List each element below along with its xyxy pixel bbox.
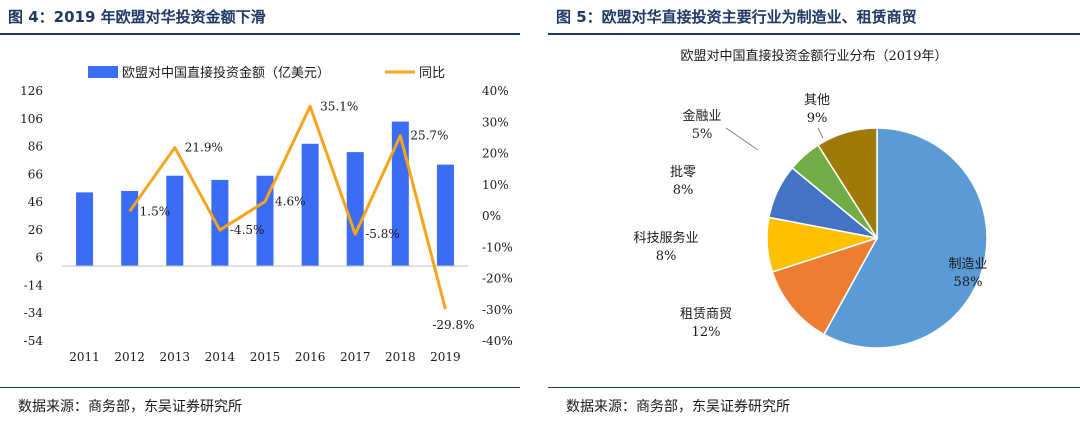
pie-slice-percent: 8% xyxy=(673,183,694,198)
y-right-tick-label: -20% xyxy=(482,272,513,286)
yoy-data-label: 4.6% xyxy=(275,195,306,209)
yoy-data-label: -4.5% xyxy=(230,223,265,237)
y-right-tick-label: -30% xyxy=(482,303,513,317)
bar xyxy=(211,179,229,266)
y-right-tick-label: -10% xyxy=(482,240,513,254)
bar xyxy=(301,143,319,266)
pie-slice-percent: 5% xyxy=(692,127,713,142)
left-source-rule xyxy=(0,387,520,388)
pie-slice xyxy=(771,236,879,336)
bar xyxy=(166,175,184,266)
x-tick-label: 2015 xyxy=(250,350,281,364)
legend-bar-swatch xyxy=(88,66,118,78)
yoy-data-label: 21.9% xyxy=(185,141,223,155)
x-tick-label: 2019 xyxy=(430,350,461,364)
y-right-tick-label: -40% xyxy=(482,334,513,348)
yoy-data-label: 35.1% xyxy=(320,99,358,113)
investment-bar-line-chart: 欧盟对中国直接投资金额（亿美元） 同比 126 106 86 66 46 26 6 -14 -34 -… xyxy=(20,65,513,364)
pie-slice-name: 其他 xyxy=(804,93,830,108)
yoy-data-label: -5.8% xyxy=(365,227,400,241)
legend-bar-label: 欧盟对中国直接投资金额（亿美元） xyxy=(122,65,330,81)
pie-slice-percent: 8% xyxy=(656,249,677,264)
y-right-tick-label: 0% xyxy=(482,209,501,223)
pie-slice-name: 金融业 xyxy=(682,108,721,124)
bar xyxy=(391,121,409,266)
x-tick-label: 2018 xyxy=(385,350,416,364)
x-tick-label: 2017 xyxy=(340,350,371,364)
pie-slice-name: 租赁商贸 xyxy=(680,307,732,322)
legend-line-label: 同比 xyxy=(419,66,445,81)
y-left-tick-label: -34 xyxy=(24,306,44,320)
pie-slice xyxy=(822,127,988,349)
y-left-tick-label: 126 xyxy=(20,84,43,98)
bar xyxy=(121,191,139,266)
industry-pie-chart: 欧盟对中国直接投资金额行业分布（2019年） 制造业 58% 租赁商贸 12% 科技服务业… xyxy=(633,48,988,349)
bar xyxy=(256,175,274,266)
pie-slice-name: 科技服务业 xyxy=(633,230,698,246)
left-figure-panel: 图 4：2019 年欧盟对华投资金额下滑 欧盟对中国直接投资金额（亿美元） 同比 1… xyxy=(0,0,520,422)
right-figure-title: 图 5：欧盟对华直接投资主要行业为制造业、租赁商贸 xyxy=(556,8,917,26)
leader-line-finance xyxy=(725,127,759,151)
y-left-tick-label: 66 xyxy=(28,167,43,181)
pie-slice-percent: 12% xyxy=(692,325,721,340)
x-tick-label: 2011 xyxy=(69,350,100,364)
y-left-tick-label: 26 xyxy=(28,223,43,237)
yoy-data-label: 25.7% xyxy=(410,129,448,143)
pie-slice-percent: 58% xyxy=(954,275,983,290)
right-title-rule xyxy=(548,33,1080,35)
y-right-tick-label: 10% xyxy=(482,178,509,192)
yoy-data-label: -29.8% xyxy=(432,318,474,332)
y-left-tick-label: -14 xyxy=(24,278,44,292)
y-right-tick-label: 30% xyxy=(482,115,509,129)
x-tick-label: 2013 xyxy=(160,350,191,364)
yoy-data-label: 1.5% xyxy=(140,204,171,218)
x-tick-label: 2016 xyxy=(295,350,326,364)
x-tick-label: 2012 xyxy=(114,350,145,364)
bar xyxy=(436,164,454,266)
right-figure-panel: 图 5：欧盟对华直接投资主要行业为制造业、租赁商贸 欧盟对中国直接投资金额行业分… xyxy=(548,0,1080,422)
pie-slice xyxy=(817,127,878,241)
pie-slice-percent: 9% xyxy=(807,111,828,126)
y-left-tick-label: 106 xyxy=(20,112,43,126)
y-right-tick-label: 40% xyxy=(482,84,509,98)
left-figure-title: 图 4：2019 年欧盟对华投资金额下滑 xyxy=(8,8,266,26)
y-left-tick-label: -54 xyxy=(24,334,44,348)
left-source-note: 数据来源：商务部，东吴证券研究所 xyxy=(18,399,242,415)
y-left-tick-label: 46 xyxy=(28,195,43,209)
bar xyxy=(346,152,364,266)
y-left-tick-label: 86 xyxy=(28,140,43,154)
y-left-tick-label: 6 xyxy=(35,251,43,265)
yoy-line xyxy=(128,104,447,310)
left-title-rule xyxy=(0,33,520,35)
bar xyxy=(76,192,94,266)
right-source-note: 数据来源：商务部，东吴证券研究所 xyxy=(566,399,790,415)
pie-slice-name: 批零 xyxy=(670,165,696,180)
pie-title: 欧盟对中国直接投资金额行业分布（2019年） xyxy=(680,48,947,64)
y-right-tick-label: 20% xyxy=(482,147,509,161)
leader-line-other xyxy=(817,127,824,139)
pie-slice-name: 制造业 xyxy=(948,257,987,272)
right-source-rule xyxy=(548,387,1080,388)
x-tick-label: 2014 xyxy=(205,350,236,364)
